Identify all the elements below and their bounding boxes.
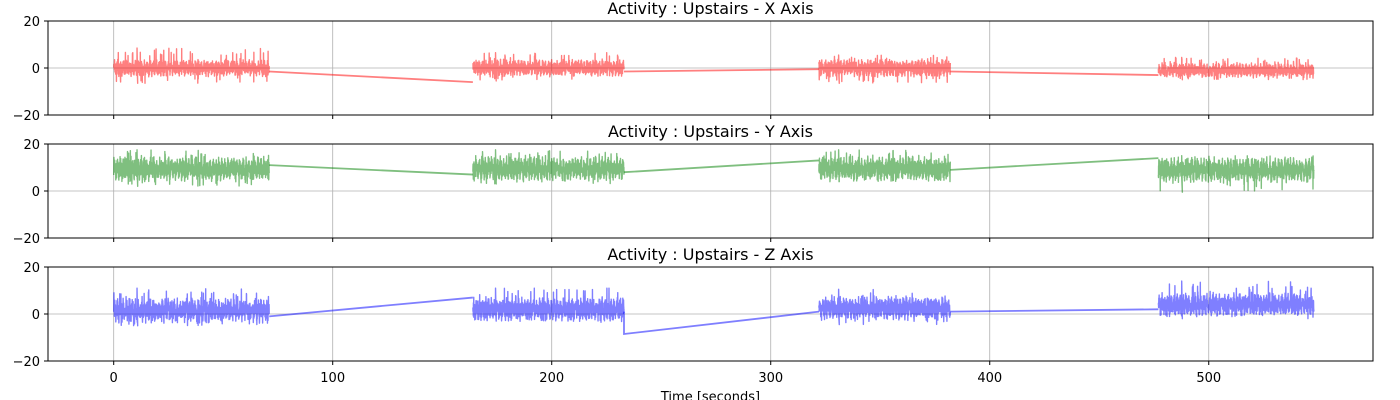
series-segment-line bbox=[818, 54, 952, 84]
x-tick-label: 300 bbox=[758, 371, 783, 386]
series-segment-line bbox=[472, 287, 625, 323]
series-segment-line bbox=[113, 149, 270, 188]
series-y-axis bbox=[113, 149, 1315, 193]
series-segment-line bbox=[472, 149, 625, 185]
x-tick-label: 500 bbox=[1196, 371, 1221, 386]
y-tick-label: −20 bbox=[13, 355, 40, 370]
x-tick-label: 400 bbox=[977, 371, 1002, 386]
series-x-axis bbox=[113, 47, 1315, 84]
series-segment-line bbox=[1157, 56, 1315, 81]
series-connector-line bbox=[623, 310, 820, 335]
panel-title: Activity : Upstairs - Y Axis bbox=[608, 122, 813, 141]
y-tick-label: 0 bbox=[32, 185, 40, 200]
y-tick-label: 20 bbox=[23, 138, 40, 153]
series-segment-line bbox=[113, 47, 270, 84]
x-tick-label: 200 bbox=[539, 371, 564, 386]
y-tick-label: 0 bbox=[32, 62, 40, 77]
panel-title: Activity : Upstairs - Z Axis bbox=[607, 245, 813, 264]
series-segment-line bbox=[472, 52, 625, 82]
panel-title: Activity : Upstairs - X Axis bbox=[607, 0, 813, 18]
y-tick-label: 0 bbox=[32, 308, 40, 323]
panel-x-axis: −20 0 20 Activity : Upstairs - X Axis bbox=[13, 0, 1374, 124]
series-segment-line bbox=[1157, 155, 1315, 193]
series-connector-line bbox=[950, 157, 1159, 171]
series-z-axis bbox=[113, 280, 1315, 335]
series-connector-line bbox=[269, 164, 473, 176]
y-tick-label: 20 bbox=[23, 15, 40, 30]
series-segment-line bbox=[818, 149, 952, 183]
series-connector-line bbox=[623, 159, 819, 174]
series-connector-line bbox=[950, 70, 1159, 76]
x-axis-label: Time [seconds] bbox=[660, 390, 760, 400]
series-connector-line bbox=[269, 296, 473, 318]
series-connector-line bbox=[269, 70, 473, 83]
x-tick-label: 100 bbox=[320, 371, 345, 386]
y-tick-label: 20 bbox=[23, 261, 40, 276]
series-connector-line bbox=[950, 308, 1159, 313]
series-segment-line bbox=[113, 287, 270, 327]
panel-y-axis: −20 0 20 Activity : Upstairs - Y Axis bbox=[13, 122, 1374, 247]
y-tick-label: −20 bbox=[13, 109, 40, 124]
y-tick-label: −20 bbox=[13, 232, 40, 247]
series-segment-line bbox=[818, 288, 952, 326]
series-segment-line bbox=[1157, 280, 1315, 320]
x-tick-label: 0 bbox=[110, 371, 118, 386]
series-connector-line bbox=[623, 68, 819, 73]
